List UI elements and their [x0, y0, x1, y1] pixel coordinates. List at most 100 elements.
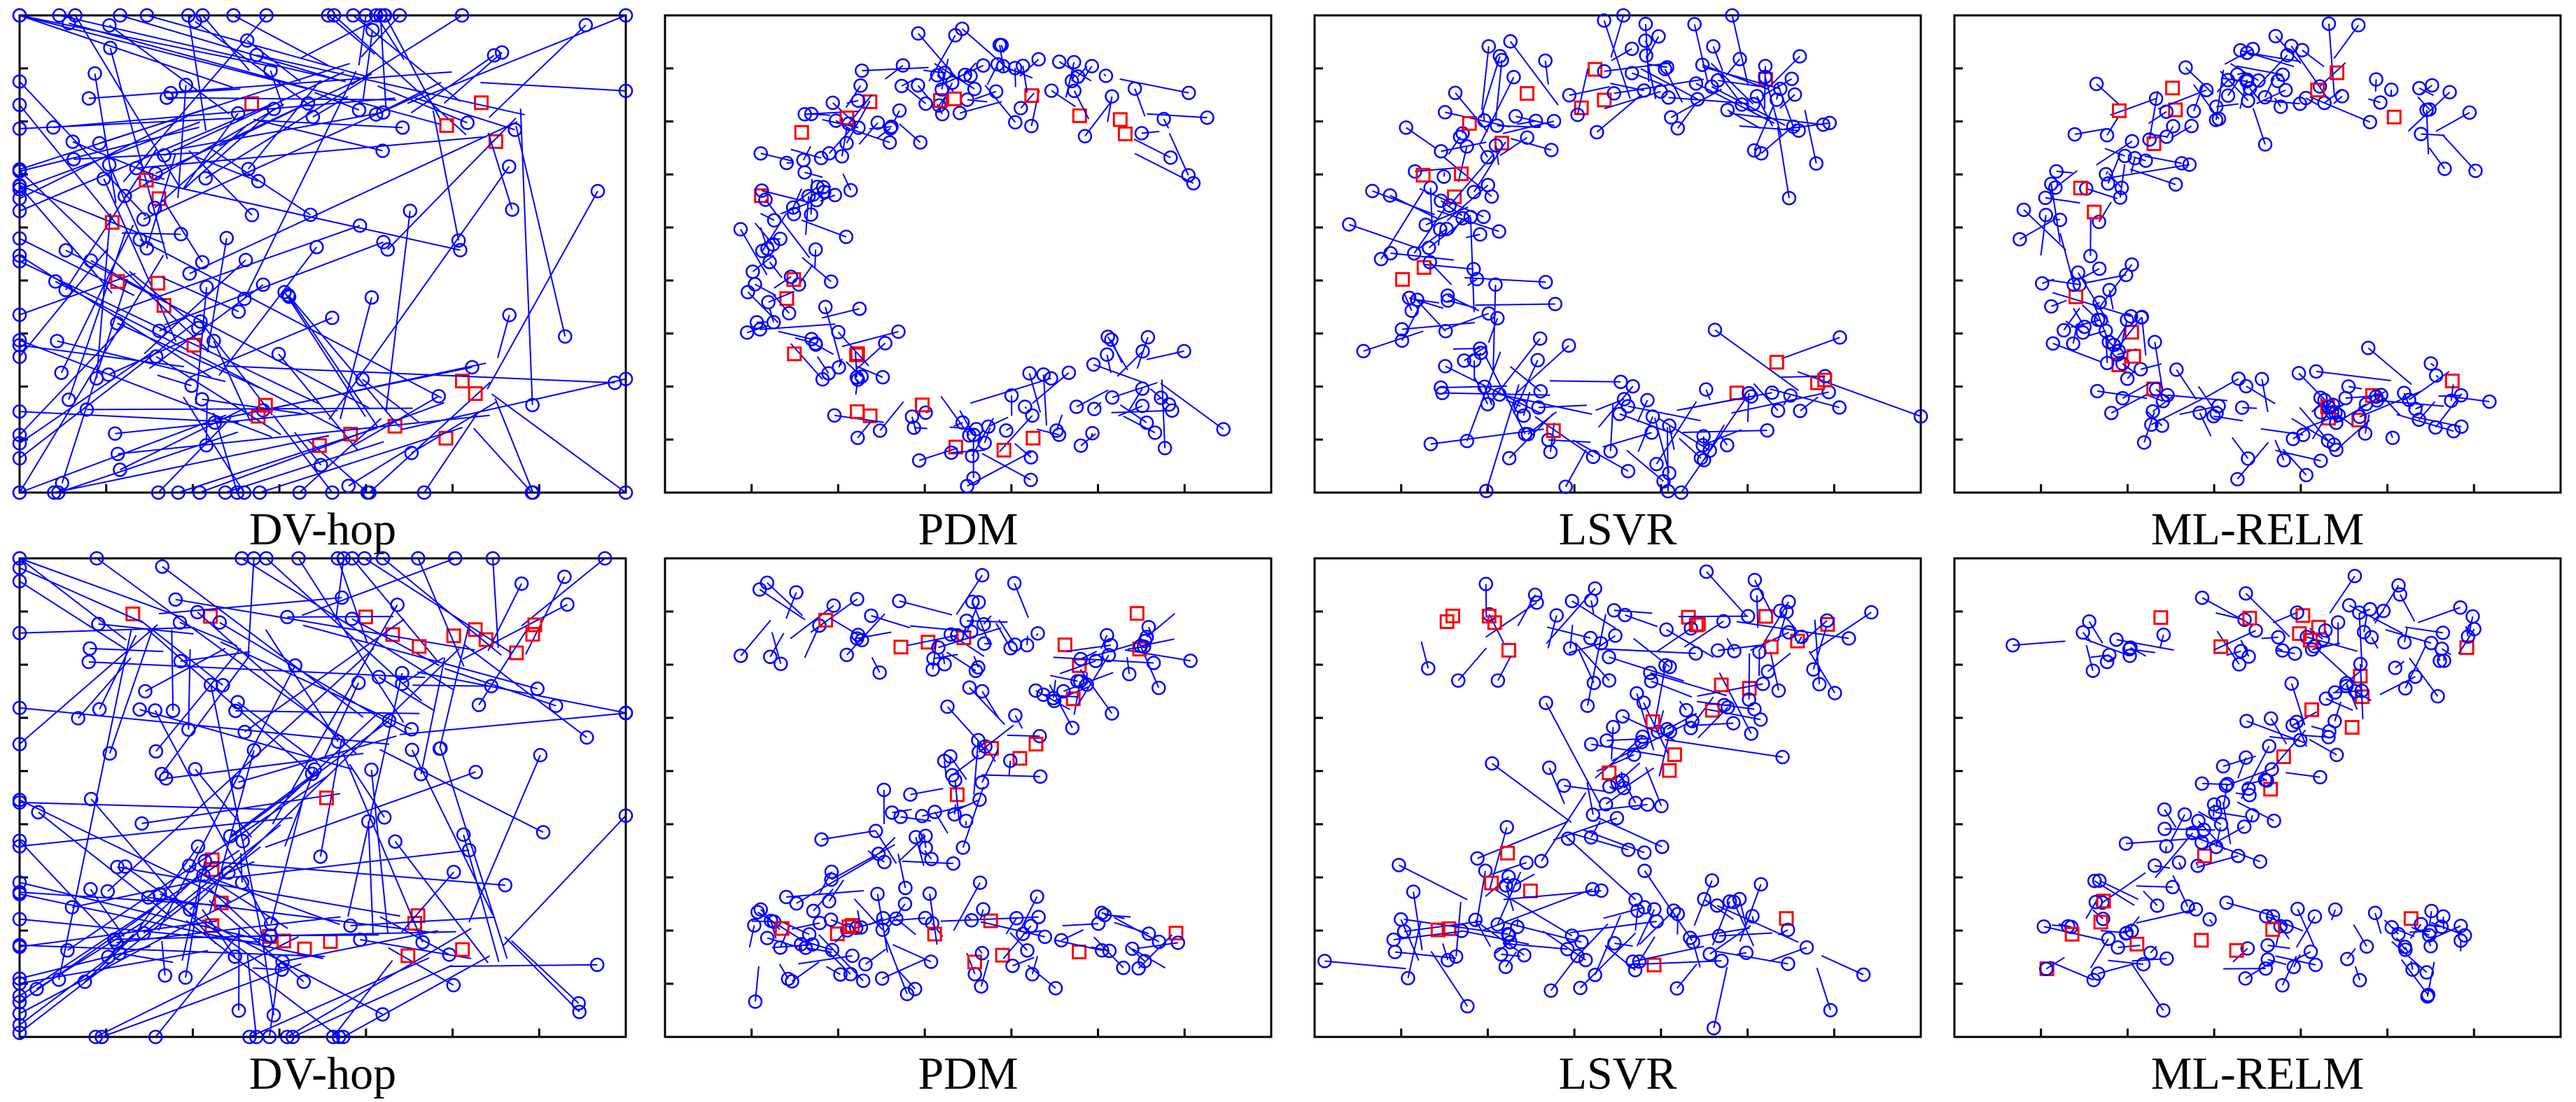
estimate-marker [955, 840, 970, 855]
error-line [164, 241, 384, 326]
estimate-marker [992, 37, 1007, 52]
estimate-marker [380, 242, 396, 257]
error-line [1758, 651, 1760, 677]
estimate-marker [227, 949, 242, 964]
estimate-marker [971, 744, 986, 760]
estimate-marker [1659, 622, 1674, 637]
error-line [2148, 90, 2159, 140]
anchor-marker [1646, 957, 1662, 973]
error-line [183, 108, 274, 190]
estimate-marker [897, 896, 913, 912]
estimate-marker [2045, 336, 2061, 351]
error-line [1595, 398, 1625, 411]
estimate-marker [2436, 909, 2451, 924]
anchor-marker [893, 640, 909, 655]
error-line [894, 917, 925, 921]
estimate-marker [760, 241, 775, 256]
estimate-marker [999, 423, 1014, 438]
estimate-marker [962, 428, 976, 443]
estimate-marker [1603, 444, 1618, 459]
error-line [188, 150, 253, 216]
estimate-marker [1632, 954, 1647, 969]
estimate-marker [1558, 479, 1573, 494]
estimate-marker [1726, 716, 1741, 730]
plot-frame [1953, 14, 2562, 494]
anchor-marker [1763, 640, 1779, 655]
estimate-marker [1450, 673, 1466, 688]
estimate-marker [1812, 677, 1827, 692]
error-line [1420, 641, 1429, 669]
estimate-marker [909, 830, 923, 845]
estimate-marker [2083, 248, 2098, 264]
estimate-marker [1707, 323, 1723, 337]
estimate-marker [223, 828, 238, 844]
estimate-marker [330, 734, 346, 749]
error-line [1736, 621, 1849, 640]
estimate-marker [2169, 362, 2184, 377]
error-line [2113, 327, 2126, 346]
error-line [748, 925, 755, 948]
estimate-marker [839, 647, 854, 663]
estimate-marker [1590, 125, 1604, 140]
estimate-marker [1784, 71, 1799, 86]
error-line [1024, 406, 1028, 409]
anchor-marker [186, 337, 202, 353]
error-line [1767, 55, 1800, 90]
error-line [1107, 96, 1113, 122]
anchor-marker [478, 632, 493, 647]
anchor-marker [818, 612, 834, 628]
estimate-marker [1436, 169, 1451, 184]
plot-frame [1313, 14, 1922, 494]
estimate-marker [1478, 577, 1493, 591]
estimate-marker [2354, 684, 2370, 698]
estimate-marker [373, 8, 388, 23]
error-line [115, 225, 360, 313]
estimate-marker [748, 994, 763, 1009]
estimate-marker [12, 839, 27, 854]
estimate-marker [1765, 385, 1779, 400]
error-line [432, 110, 460, 241]
plot-marks [1954, 569, 2482, 1037]
estimate-marker [872, 423, 888, 438]
error-line [766, 582, 804, 616]
error-line [911, 416, 918, 435]
estimate-marker [1660, 721, 1674, 737]
estimate-marker [12, 1025, 27, 1040]
error-line [2096, 83, 2120, 106]
estimate-marker [804, 106, 819, 122]
estimate-marker [2138, 153, 2153, 168]
error-line [981, 774, 1041, 777]
estimate-marker [1502, 928, 1516, 942]
estimate-marker [1163, 150, 1178, 165]
estimate-marker [147, 200, 162, 216]
estimate-marker [763, 649, 778, 664]
error-line [1767, 652, 1791, 672]
estimate-marker [1105, 89, 1119, 104]
estimate-marker [2087, 873, 2102, 889]
error-line [798, 955, 853, 965]
estimate-marker [1014, 101, 1028, 115]
error-line [2012, 640, 2066, 647]
estimate-marker [558, 329, 573, 344]
estimate-marker [943, 749, 958, 764]
error-line [368, 821, 374, 935]
error-line [1005, 426, 1012, 432]
error-line [2380, 394, 2401, 416]
estimate-marker [918, 405, 933, 420]
estimate-marker [2148, 382, 2164, 397]
error-line [1594, 914, 1622, 975]
error-line [932, 640, 937, 670]
error-line [255, 119, 403, 129]
panel-c-pdm: PDM [664, 14, 1273, 555]
error-line [2274, 97, 2281, 108]
estimate-marker [1069, 400, 1084, 414]
error-line [158, 665, 296, 931]
error-line [1591, 743, 1665, 757]
estimate-marker [2184, 118, 2199, 134]
anchor-marker [474, 95, 489, 111]
error-line [189, 121, 518, 274]
estimate-marker [2414, 127, 2428, 141]
error-line [2328, 23, 2335, 97]
error-line [857, 365, 883, 379]
error-line [2155, 388, 2171, 402]
